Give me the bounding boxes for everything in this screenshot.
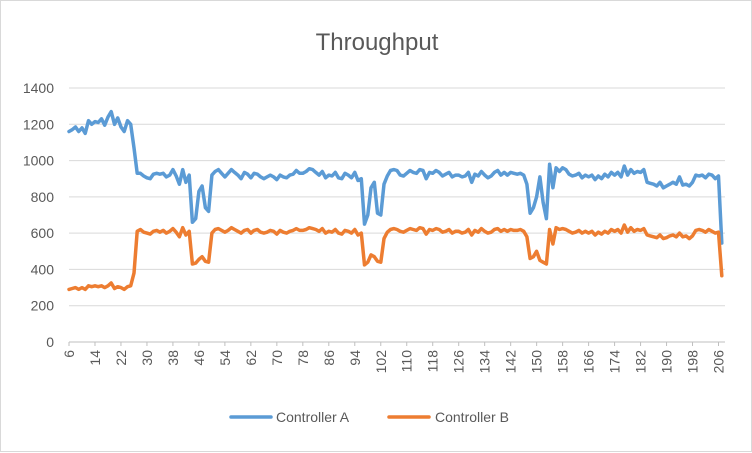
x-tick-label: 70 — [269, 350, 285, 366]
chart-title: Throughput — [316, 29, 439, 56]
y-tick-label: 400 — [31, 261, 55, 277]
x-tick-label: 174 — [607, 350, 623, 374]
x-tick-label: 14 — [87, 350, 103, 366]
x-tick-label: 78 — [295, 350, 311, 366]
x-tick-label: 198 — [685, 350, 701, 374]
y-tick-label: 1200 — [23, 116, 54, 132]
x-tick-label: 110 — [399, 350, 415, 373]
legend: Controller A Controller B — [229, 409, 509, 425]
x-tick-label: 118 — [425, 350, 441, 373]
y-tick-label: 0 — [46, 334, 54, 350]
y-tick-label: 200 — [31, 298, 55, 314]
x-tick-label: 94 — [347, 350, 363, 366]
series-line-controller-b — [67, 223, 724, 292]
x-tick-label: 86 — [321, 350, 337, 366]
x-tick-label: 206 — [711, 350, 727, 374]
x-tick-label: 182 — [633, 350, 649, 374]
x-axis-tick-labels: 6 14 22 30 38 46 54 62 70 78 86 94 102 110 118 126 134 14… — [61, 342, 727, 373]
x-tick-label: 150 — [529, 350, 545, 374]
x-tick-label: 46 — [191, 350, 207, 366]
x-tick-label: 102 — [373, 350, 389, 374]
x-tick-label: 158 — [555, 350, 571, 374]
x-tick-label: 30 — [139, 350, 155, 366]
y-tick-label: 1000 — [23, 153, 54, 169]
series-line-controller-a — [67, 109, 724, 245]
x-tick-label: 134 — [477, 350, 493, 374]
x-tick-label: 126 — [451, 350, 467, 374]
gridlines — [69, 87, 725, 343]
x-tick-label: 38 — [165, 350, 181, 366]
y-tick-label: 1400 — [23, 80, 54, 96]
x-tick-label: 22 — [113, 350, 129, 366]
x-tick-label: 6 — [61, 350, 77, 358]
y-axis-tick-labels: 0 200 400 600 800 1000 1200 1400 — [23, 80, 54, 350]
x-tick-label: 142 — [503, 350, 519, 374]
legend-label: Controller B — [435, 409, 509, 425]
x-tick-label: 54 — [217, 350, 233, 366]
x-tick-label: 166 — [581, 350, 597, 374]
series-lines — [67, 109, 724, 292]
y-tick-label: 600 — [31, 225, 55, 241]
x-tick-label: 190 — [659, 350, 675, 374]
y-tick-label: 800 — [31, 189, 55, 205]
legend-label: Controller A — [276, 409, 350, 425]
x-tick-label: 62 — [243, 350, 259, 366]
